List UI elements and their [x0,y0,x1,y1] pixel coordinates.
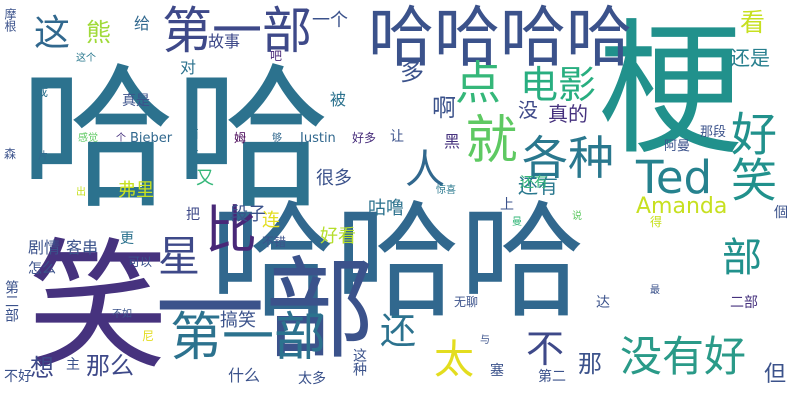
word: 太多 [298,371,326,387]
word: 够 [272,133,282,144]
word: 上 [500,197,514,213]
word: 第一部 [170,308,327,368]
word: 笑 [28,226,169,389]
word: 片 [38,151,48,162]
word: 森 [4,147,17,161]
word: 又 [196,168,214,189]
word: 说 [572,211,582,222]
word: 主 [66,357,80,373]
word: 无聊 [454,295,479,309]
word: 真是 [122,93,150,109]
word: 第二部 [3,280,19,322]
word: 这个 [76,53,96,64]
word: 塞 [490,363,504,379]
word: 好多 [352,131,377,145]
word: 个 [116,133,126,144]
word: 还有 [518,174,558,198]
word: 吧 [270,49,283,63]
word: 第一部 [162,2,312,60]
word: 出 [76,187,86,198]
word: 而且 [185,128,199,152]
word: 人 [405,147,445,193]
word: Ted [636,151,713,204]
word: 好笑 [724,110,778,202]
word: 把 [186,207,200,223]
word: 还是 [730,46,770,70]
word: 太 [434,337,474,383]
word: 感觉 [78,133,98,144]
word: 比 [205,201,258,261]
word: 不错 [262,235,287,249]
word: 段子 [230,204,266,225]
word: Justin [300,131,336,146]
word: 没有好 [620,332,747,381]
word: 达 [596,295,610,311]
word: 可以 [128,255,153,269]
word: 成 [36,85,49,99]
word: 那么 [86,352,134,380]
word: 还有 [520,175,548,191]
word: 梗 [598,6,743,175]
word: 姆 [234,131,247,145]
word: 好看 [320,226,356,247]
word: 多 [400,58,424,86]
word: 但 [764,362,787,387]
word: 哈哈哈哈 [368,0,632,76]
word: 哈哈 [20,49,330,230]
word: 被 [330,90,347,109]
word: 最 [650,285,660,296]
word: 一部 [155,246,375,374]
word: 熊 [86,18,112,47]
word: 一个 [312,10,348,31]
word: 阿曼 [664,139,691,154]
word: 连 [262,210,280,231]
word: 更 [120,231,134,247]
word: 很多 [316,168,352,189]
word: 惊喜 [436,185,456,196]
word: 曼 [512,217,522,228]
word: 不如 [112,309,132,320]
word: 那 [578,350,602,378]
word: 不 [526,327,565,371]
word: 电影 [520,63,597,107]
word: 故事 [208,32,241,51]
word: 还 [380,311,417,352]
word: 真的 [548,102,588,126]
word: 没 [518,98,538,122]
word: 二部 [730,295,758,311]
word: 黑 [444,132,461,151]
word: 就 [456,112,516,164]
word: 那段 [700,125,727,140]
word: 搞笑 [220,310,256,331]
word: Bieber [130,131,173,146]
word: 部 [722,235,762,281]
word: 给 [134,14,151,33]
word: 什么 [228,366,261,385]
word: 与 [480,335,490,346]
word: 客串 [66,238,99,257]
word: Amanda [636,194,728,219]
word: 看 [740,8,766,37]
word: 想 [30,354,54,382]
word: 对 [180,58,197,77]
word: 尼 [142,329,155,343]
word: 啊 [432,94,456,122]
word: 星 [158,232,201,281]
word: 咕噜 [368,198,404,219]
word: 第二 [538,369,566,385]
word: 不好 [4,369,32,385]
word: 这种 [351,348,367,376]
word: 各种 [522,131,614,185]
word: 剧情 [28,238,61,257]
word: 個 [774,205,788,221]
word: 这 [34,13,71,54]
word: 弗里 [118,180,154,201]
word: 哈哈哈 [210,190,585,335]
word: 怎么 [28,261,56,277]
word: 让 [390,129,404,145]
word: 点 [455,56,501,110]
word: 摩根 [3,8,17,32]
word: 得 [650,215,663,229]
